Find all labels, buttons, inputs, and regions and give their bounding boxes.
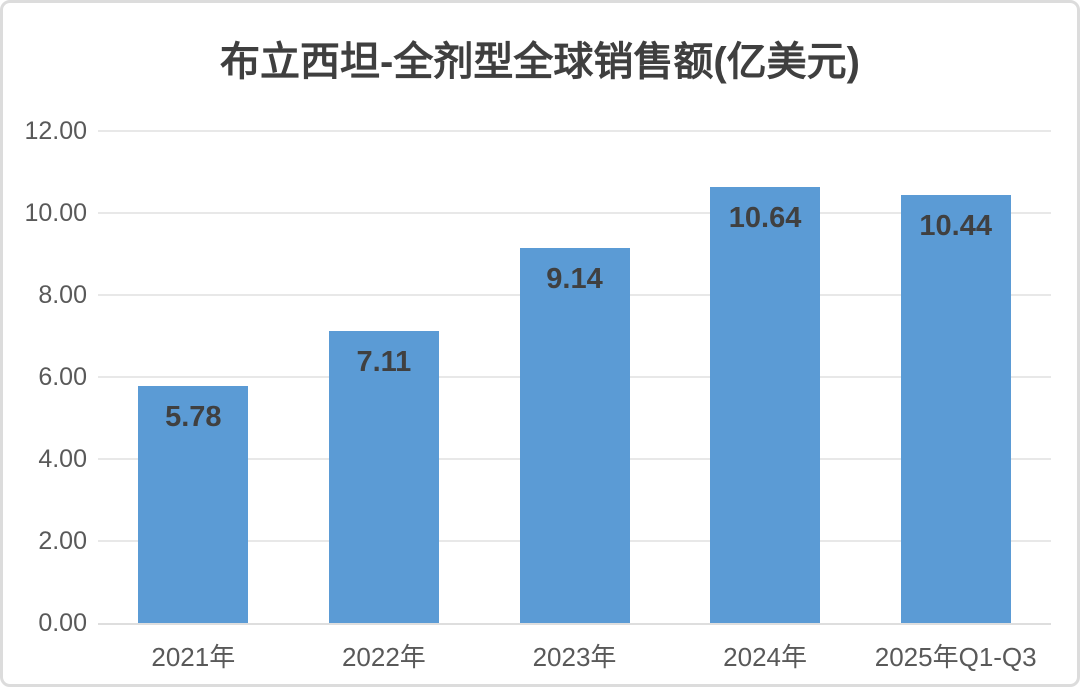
y-axis-tick-label: 6.00 [38, 363, 87, 391]
x-axis-category-label: 2021年 [151, 642, 236, 672]
x-axis-category-label: 2023年 [532, 642, 617, 672]
y-axis-tick-label: 8.00 [38, 281, 87, 309]
bar [519, 248, 630, 623]
y-axis-tick-label: 2.00 [38, 527, 87, 555]
y-axis-tick-label: 12.00 [24, 117, 87, 145]
chart-title: 布立西坦-全剂型全球销售额(亿美元) [220, 40, 860, 84]
y-axis-tick-label: 0.00 [38, 609, 87, 637]
y-axis-tick-label: 4.00 [38, 445, 87, 473]
bar [138, 386, 249, 623]
y-axis-tick-label: 10.00 [24, 199, 87, 227]
x-axis-category-label: 2025年Q1-Q3 [874, 642, 1037, 672]
bar [328, 331, 439, 623]
bar [710, 186, 821, 623]
bar [900, 194, 1011, 623]
gridline [98, 212, 1051, 214]
bar-value-label: 10.64 [728, 201, 802, 234]
x-axis-category-label: 2024年 [723, 642, 808, 672]
bar-value-label: 9.14 [546, 263, 603, 296]
x-axis-category-label: 2022年 [341, 642, 426, 672]
bar-value-label: 10.44 [919, 209, 992, 242]
bar-value-label: 5.78 [165, 401, 222, 434]
x-axis-line [98, 623, 1051, 625]
gridline [98, 130, 1051, 132]
bar-value-label: 7.11 [356, 346, 412, 379]
